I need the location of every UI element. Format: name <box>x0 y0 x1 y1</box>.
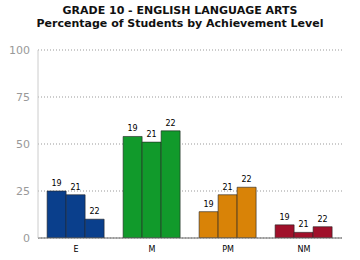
svg-text:22: 22 <box>90 207 100 216</box>
html-text:GRADE 10 - ENGLISH LANGUAGE AR: GRADE 10 - ENGLISH LANGUAGE ARTS <box>62 4 298 17</box>
svg-text:M: M <box>149 245 156 254</box>
svg-text:25: 25 <box>16 185 30 198</box>
svg-text:19: 19 <box>280 213 290 222</box>
svg-text:PM: PM <box>222 245 234 254</box>
html-text:Percentage of Students by Achi: Percentage of Students by Achievement Le… <box>36 17 324 30</box>
svg-text:21: 21 <box>223 183 233 192</box>
svg-text:19: 19 <box>204 200 214 209</box>
svg-text:NM: NM <box>298 245 311 254</box>
svg-text:22: 22 <box>242 175 252 184</box>
svg-text:22: 22 <box>166 119 176 128</box>
svg-text:50: 50 <box>16 138 30 151</box>
svg-text:19: 19 <box>52 179 62 188</box>
svg-text:19: 19 <box>128 124 138 133</box>
svg-text:E: E <box>73 245 78 254</box>
svg-text:0: 0 <box>23 232 30 245</box>
svg-text:21: 21 <box>71 183 81 192</box>
svg-text:22: 22 <box>318 215 328 224</box>
svg-text:75: 75 <box>16 91 30 104</box>
svg-text:21: 21 <box>299 220 309 229</box>
svg-text:100: 100 <box>9 44 30 57</box>
svg-text:21: 21 <box>147 130 157 139</box>
